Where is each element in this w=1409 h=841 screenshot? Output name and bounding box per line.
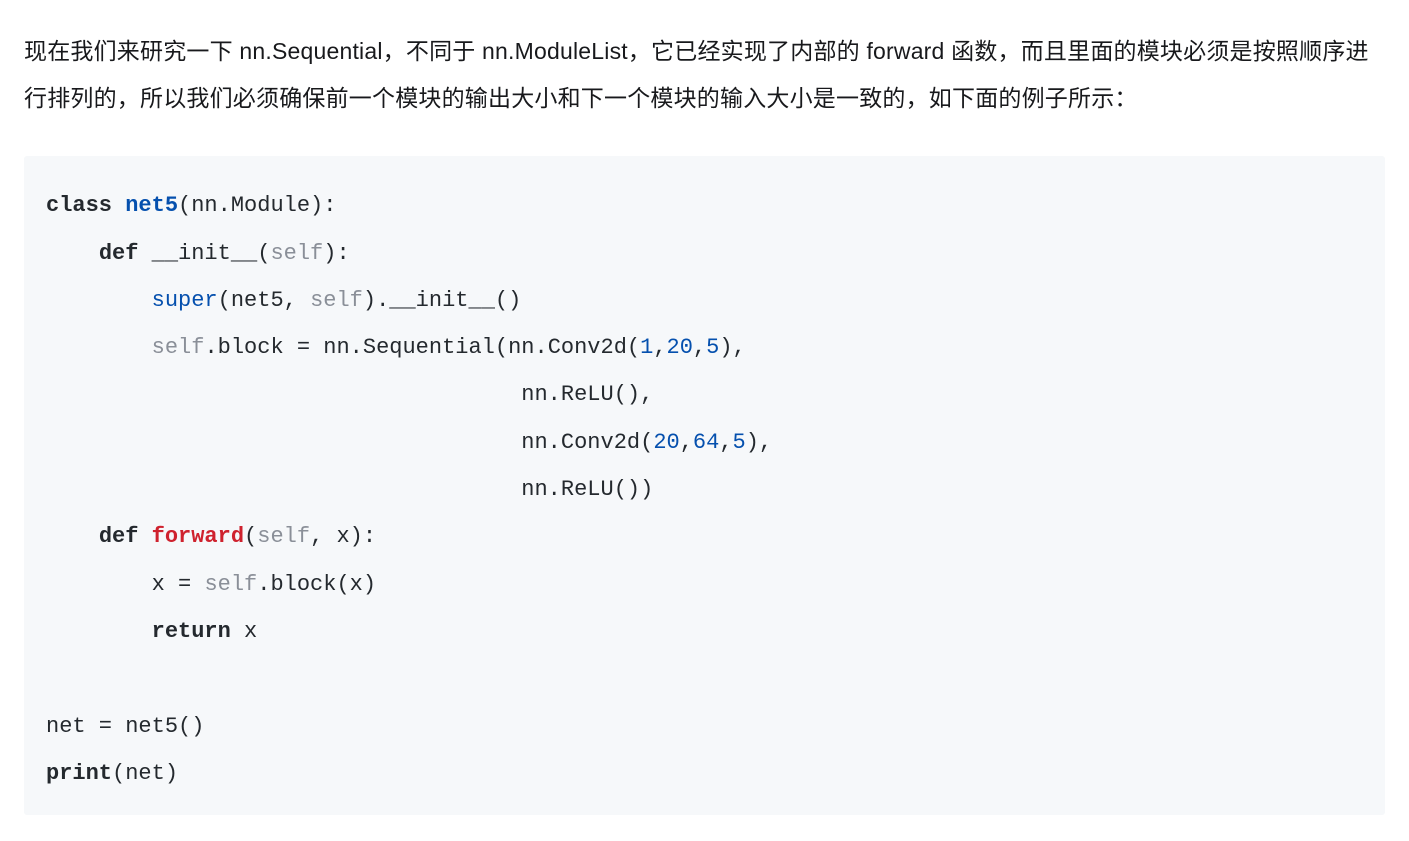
code-line: def __init__(self): [46,230,1363,277]
code-line: x = self.block(x) [46,561,1363,608]
code-line: nn.Conv2d(20,64,5), [46,419,1363,466]
code-token: __init__( [138,241,270,266]
code-token: (net5, [218,288,310,313]
code-block: class net5(nn.Module): def __init__(self… [24,156,1385,815]
code-token: ).__init__() [363,288,521,313]
code-token [46,524,99,549]
code-token [138,524,151,549]
code-token: , [653,335,666,360]
code-token: , x): [310,524,376,549]
code-token: 20 [653,430,679,455]
code-token: nn.ReLU(), [46,382,653,407]
code-token: return [152,619,231,644]
code-token: ): [323,241,349,266]
code-token: ), [719,335,745,360]
code-token: self [310,288,363,313]
code-token: nn.ReLU()) [46,477,653,502]
code-token: .block = nn.Sequential(nn.Conv2d( [204,335,640,360]
code-token: ), [746,430,772,455]
code-token: super [152,288,218,313]
code-token: net5 [125,193,178,218]
code-token: (nn.Module): [178,193,336,218]
code-line: net = net5() [46,703,1363,750]
code-token: x [231,619,257,644]
code-token [46,288,152,313]
code-token: x = [46,572,204,597]
code-token: (net) [112,761,178,786]
code-token: class [46,193,125,218]
code-token: ( [244,524,257,549]
code-token: forward [152,524,244,549]
code-line: def forward(self, x): [46,513,1363,560]
intro-paragraph: 现在我们来研究一下 nn.Sequential，不同于 nn.ModuleLis… [24,28,1385,122]
code-token: self [257,524,310,549]
code-token: self [152,335,205,360]
code-token: print [46,761,112,786]
code-token: 64 [693,430,719,455]
code-token: , [693,335,706,360]
code-token [46,335,152,360]
code-token [46,619,152,644]
code-token: 5 [733,430,746,455]
code-line: super(net5, self).__init__() [46,277,1363,324]
code-line: self.block = nn.Sequential(nn.Conv2d(1,2… [46,324,1363,371]
code-token: , [719,430,732,455]
code-token: nn.Conv2d( [46,430,653,455]
code-line: class net5(nn.Module): [46,182,1363,229]
code-line: nn.ReLU()) [46,466,1363,513]
code-token: def [99,524,139,549]
code-token: 5 [706,335,719,360]
code-token: self [204,572,257,597]
code-token: , [680,430,693,455]
code-token: net = net5() [46,714,204,739]
code-line: print(net) [46,750,1363,797]
code-token: def [99,241,139,266]
code-line: return x [46,608,1363,655]
code-token: self [270,241,323,266]
code-line: nn.ReLU(), [46,371,1363,418]
code-token [46,241,99,266]
code-line [46,655,1363,702]
code-token: 1 [640,335,653,360]
code-token: 20 [667,335,693,360]
code-token: .block(x) [257,572,376,597]
document-page: 现在我们来研究一下 nn.Sequential，不同于 nn.ModuleLis… [0,0,1409,835]
